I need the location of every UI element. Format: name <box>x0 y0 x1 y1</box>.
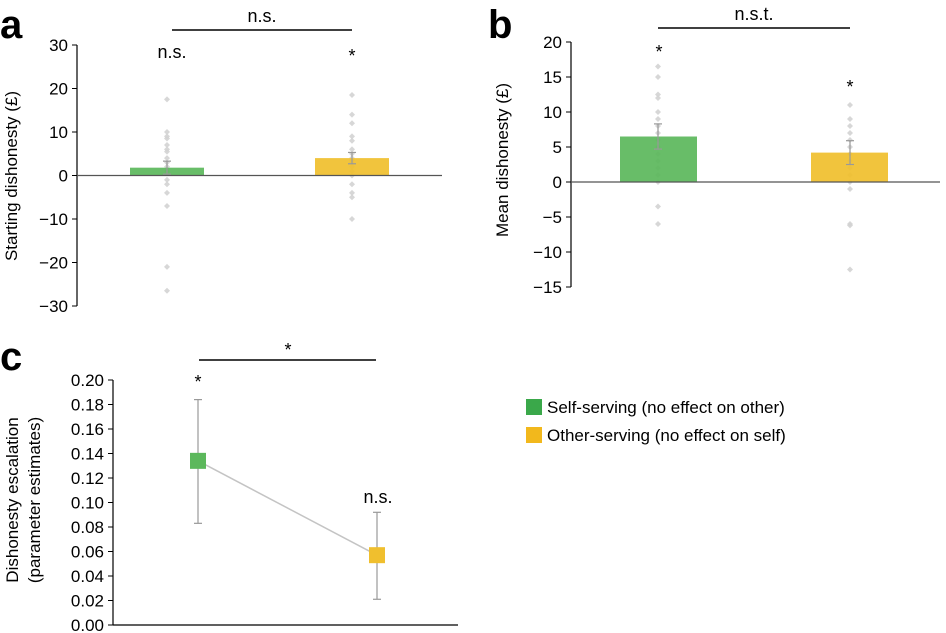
panel-b: b 20 15 10 5 0 −5 −10 −15 n.s.t. * * Mean disho… <box>488 3 940 297</box>
panel-a: a 30 20 10 0 −10 −20 −30 n.s. n.s. * Starting … <box>0 3 442 316</box>
panel-c: c 0.20 0.18 0.16 0.14 0.12 0.10 0.08 0.06 0.04 0.… <box>0 335 458 633</box>
panel-a-letter: a <box>0 3 23 47</box>
panel-a-bar1-sig: n.s. <box>157 42 186 62</box>
panel-b-data-point <box>847 130 853 136</box>
panel-b-tick-label: −15 <box>533 278 562 297</box>
panel-a-data-point <box>164 142 170 149</box>
panel-a-data-point <box>164 287 170 294</box>
panel-a-data-point <box>349 92 355 99</box>
panel-a-data-point <box>349 146 355 153</box>
legend-swatch-other-serving <box>526 427 542 443</box>
panel-c-tick-label: 0.06 <box>71 543 104 562</box>
panel-a-tick-label: −30 <box>39 297 68 316</box>
panel-a-data-point <box>164 129 170 135</box>
panel-b-tick-label: 20 <box>543 33 562 52</box>
panel-b-tick-label: 5 <box>553 138 562 157</box>
panel-b-tick-label: −10 <box>533 243 562 262</box>
panel-b-data-point <box>847 137 853 143</box>
panel-c-tick-label: 0.00 <box>71 616 104 633</box>
panel-a-tick-label: −20 <box>39 254 68 273</box>
panel-c-tick-label: 0.16 <box>71 420 104 439</box>
panel-c-y-label-line2: (parameter estimates) <box>25 417 44 583</box>
panel-a-data-point <box>164 148 170 155</box>
panel-a-data-point <box>164 155 170 162</box>
panel-a-tick-label: 0 <box>59 167 68 186</box>
panel-b-tick-label: 10 <box>543 103 562 122</box>
panel-b-data-point <box>655 95 661 101</box>
legend-label-self-serving: Self-serving (no effect on other) <box>547 398 785 417</box>
panel-a-bar <box>315 158 389 176</box>
panel-a-tick-label: 20 <box>49 80 68 99</box>
panel-c-tick-label: 0.08 <box>71 518 104 537</box>
panel-c-connecting-line <box>197 460 378 556</box>
panel-a-tick-label: 30 <box>49 36 68 55</box>
panel-c-tick-label: 0.20 <box>71 371 104 390</box>
panel-a-data-point <box>164 263 170 270</box>
panel-a-data-point <box>164 135 170 142</box>
panel-c-tick-label: 0.12 <box>71 469 104 488</box>
legend-swatch-self-serving <box>526 399 542 415</box>
panel-a-data-point <box>349 133 355 140</box>
panel-a-data-point <box>349 111 355 118</box>
panel-b-tick-label: −5 <box>543 208 562 227</box>
panel-a-data-point <box>349 194 355 201</box>
panel-b-data-point <box>655 63 661 70</box>
panel-b-bar2-sig: * <box>846 77 853 97</box>
panel-c-point-marker <box>369 547 385 564</box>
panel-b-data-point <box>847 186 853 192</box>
panel-a-data-point <box>349 120 355 127</box>
panel-b-data-point <box>655 116 661 122</box>
panel-b-data-point <box>847 123 853 129</box>
panel-b-data-point <box>655 203 661 210</box>
panel-b-letter: b <box>488 3 512 47</box>
panel-a-bracket-label: n.s. <box>247 6 276 26</box>
panel-a-data-point <box>164 96 170 103</box>
panel-c-tick-label: 0.18 <box>71 396 104 415</box>
panel-c-tick-label: 0.02 <box>71 592 104 611</box>
panel-a-data-point <box>164 181 170 188</box>
panel-b-data-point <box>655 74 661 80</box>
panel-c-tick-label: 0.10 <box>71 494 104 513</box>
panel-a-data-point <box>164 202 170 209</box>
panel-c-tick-label: 0.14 <box>71 445 104 464</box>
panel-b-tick-label: 15 <box>543 68 562 87</box>
panel-c-bracket-label: * <box>284 340 291 360</box>
panel-a-y-label: Starting dishonesty (£) <box>2 91 21 261</box>
panel-b-tick-label: 0 <box>553 173 562 192</box>
panel-a-tick-label: −10 <box>39 210 68 229</box>
panel-a-data-point <box>349 137 355 144</box>
legend-label-other-serving: Other-serving (no effect on self) <box>547 426 786 445</box>
panel-a-data-point <box>349 189 355 196</box>
panel-c-letter: c <box>0 335 22 379</box>
panel-b-data-point <box>847 266 853 273</box>
panel-c-point1-sig: * <box>194 372 201 392</box>
panel-b-data-point <box>847 102 853 108</box>
panel-a-data-point <box>164 176 170 183</box>
panel-a-tick-label: 10 <box>49 123 68 142</box>
panel-b-data-point <box>847 116 853 122</box>
panel-b-bar1-sig: * <box>655 42 662 62</box>
panel-c-y-label-line1: Dishonesty escalation <box>3 417 22 582</box>
panel-a-bar2-sig: * <box>348 46 355 66</box>
panel-c-point-marker <box>190 452 206 469</box>
panel-b-bracket-label: n.s.t. <box>734 4 773 24</box>
panel-b-data-point <box>655 221 661 227</box>
legend: Self-serving (no effect on other) Other-… <box>526 398 786 445</box>
panel-b-data-point <box>655 91 661 98</box>
panel-b-data-point <box>655 109 661 115</box>
panel-b-data-point <box>847 222 853 229</box>
panel-b-y-label: Mean dishonesty (£) <box>493 83 512 237</box>
panel-c-point2-sig: n.s. <box>363 487 392 507</box>
panel-a-data-point <box>164 189 170 196</box>
panel-a-data-point <box>349 216 355 222</box>
panel-a-data-point <box>349 181 355 188</box>
panel-c-tick-label: 0.04 <box>71 567 104 586</box>
